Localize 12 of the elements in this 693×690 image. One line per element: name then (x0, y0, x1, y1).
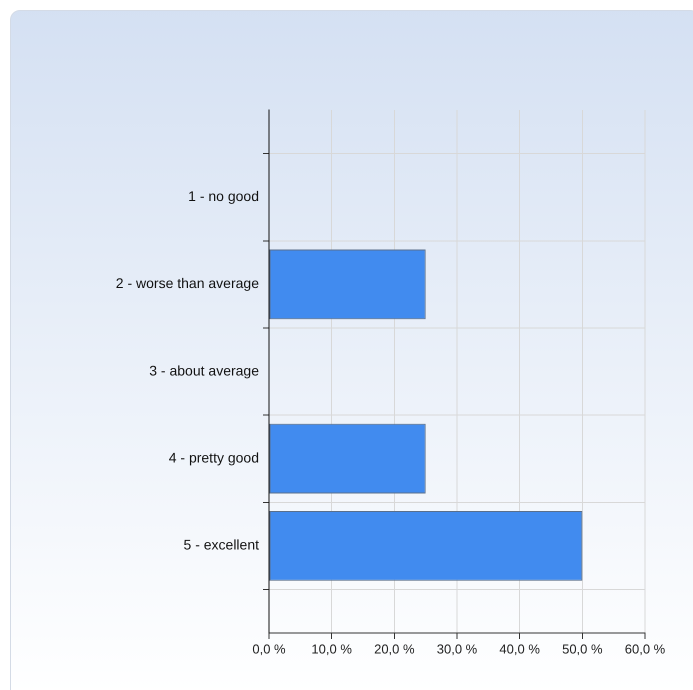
x-tick-label: 40,0 % (499, 641, 540, 656)
x-tick-label: 10,0 % (311, 641, 352, 656)
x-tick-label: 30,0 % (436, 641, 478, 656)
y-tick-label: 4 - pretty good (168, 450, 259, 466)
y-tick-label: 3 - about average (149, 362, 260, 378)
x-tick-label: 50,0 % (562, 641, 604, 656)
y-tick-label: 1 - no good (188, 188, 259, 204)
x-tick-label: 20,0 % (374, 641, 416, 656)
y-tick-label: 2 - worse than average (116, 275, 260, 292)
x-tick-label: 0,0 % (252, 641, 286, 656)
y-tick-label: 5 - excellent (184, 536, 260, 553)
x-tick-label: 60,0 % (624, 641, 666, 656)
